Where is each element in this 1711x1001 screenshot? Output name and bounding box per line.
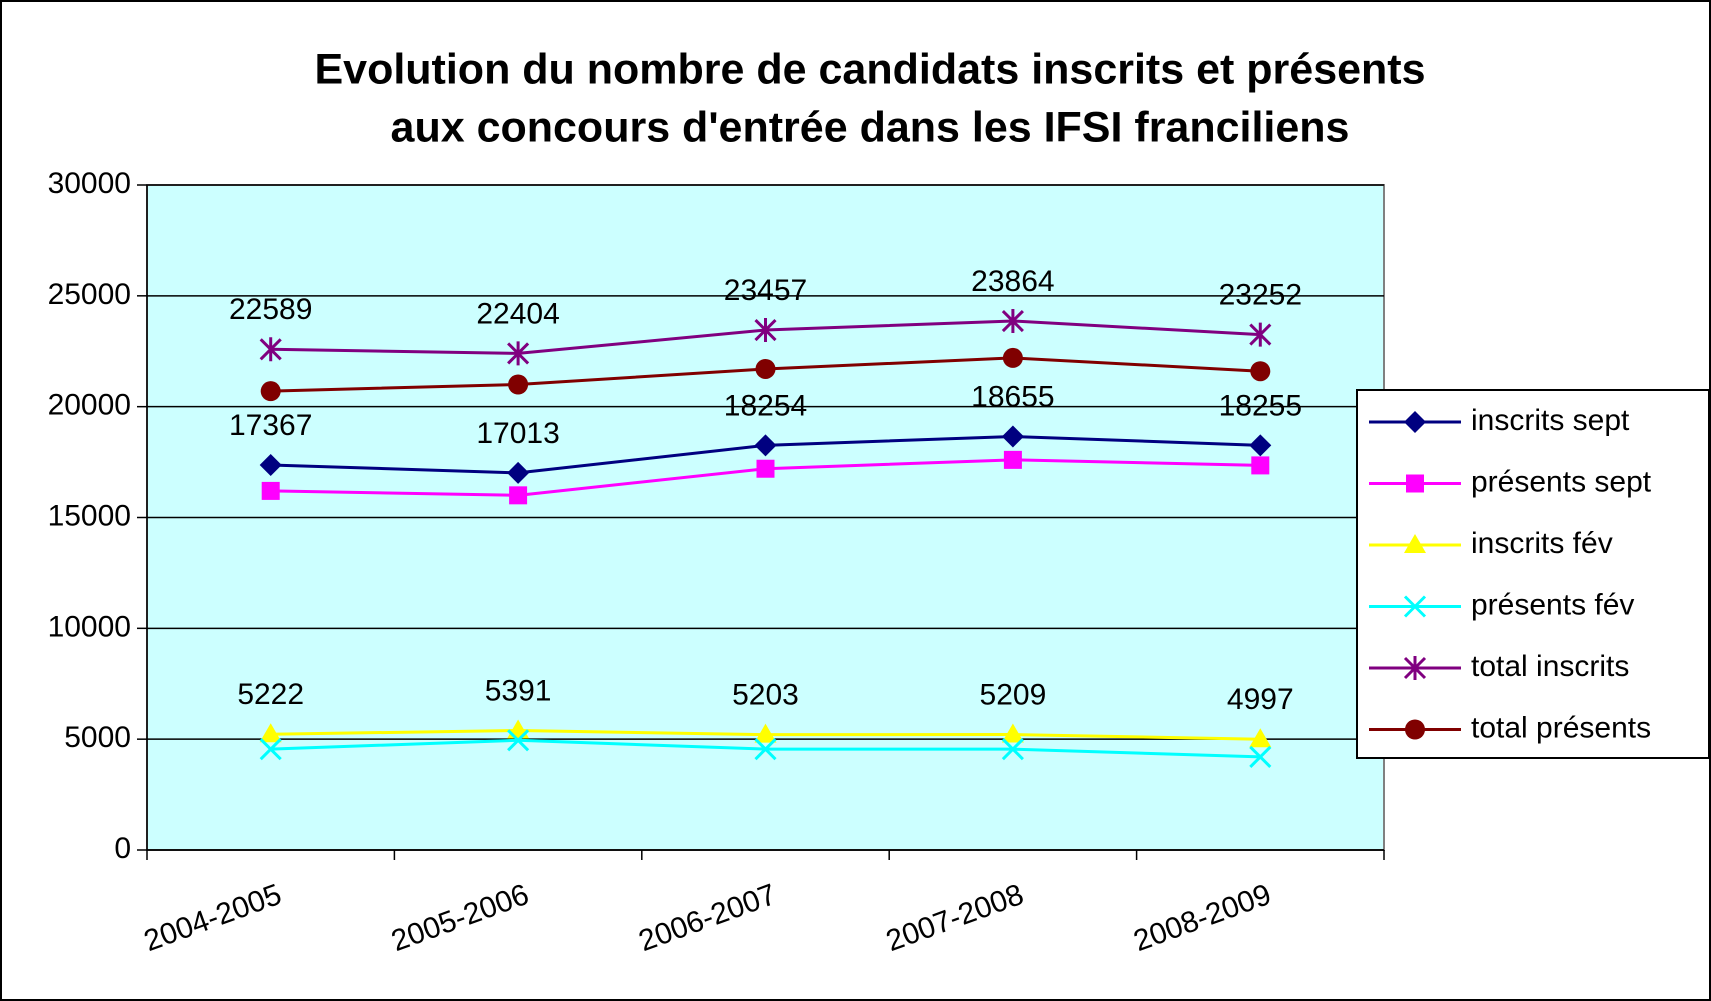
marker xyxy=(1251,456,1270,475)
data-label: 23252 xyxy=(1219,279,1302,312)
marker xyxy=(509,486,528,505)
marker xyxy=(1249,434,1272,457)
chart-title: Evolution du nombre de candidats inscrit… xyxy=(314,45,1425,93)
marker xyxy=(1249,745,1272,768)
marker xyxy=(1001,425,1024,448)
marker xyxy=(1003,450,1022,469)
marker xyxy=(755,358,776,379)
data-label: 22589 xyxy=(229,293,312,326)
legend-label: inscrits fév xyxy=(1471,527,1613,560)
y-tick-label: 10000 xyxy=(48,610,131,643)
data-label: 17013 xyxy=(476,417,559,450)
marker xyxy=(261,481,280,500)
marker xyxy=(754,434,777,457)
legend-label: total présents xyxy=(1471,711,1651,744)
data-label: 5209 xyxy=(980,678,1047,711)
y-tick-label: 15000 xyxy=(48,499,131,532)
legend-label: présents sept xyxy=(1471,465,1652,498)
data-label: 22404 xyxy=(476,297,559,330)
marker xyxy=(507,729,530,752)
data-label: 18655 xyxy=(971,380,1054,413)
marker xyxy=(1406,474,1424,493)
data-label: 5222 xyxy=(237,678,304,711)
y-tick-label: 20000 xyxy=(48,389,131,422)
data-label: 23457 xyxy=(724,274,807,307)
marker xyxy=(259,337,282,362)
marker xyxy=(754,318,777,343)
marker xyxy=(754,738,777,761)
marker xyxy=(259,723,282,743)
legend-label: inscrits sept xyxy=(1471,404,1630,437)
marker xyxy=(1403,595,1427,618)
marker xyxy=(1001,309,1024,334)
data-label: 17367 xyxy=(229,409,312,442)
marker xyxy=(1404,411,1426,433)
marker xyxy=(1249,322,1272,347)
marker xyxy=(508,374,529,395)
marker xyxy=(756,459,775,478)
data-label: 4997 xyxy=(1227,683,1294,716)
data-label: 23864 xyxy=(971,265,1054,298)
marker xyxy=(1404,534,1426,553)
marker xyxy=(1001,738,1024,761)
legend-label: total inscrits xyxy=(1471,650,1629,683)
data-label: 5391 xyxy=(485,674,552,707)
marker xyxy=(754,723,777,743)
legend-label: présents fév xyxy=(1471,588,1634,621)
marker xyxy=(260,381,281,402)
y-tick-label: 0 xyxy=(114,832,131,865)
y-tick-label: 30000 xyxy=(48,167,131,200)
legend-box xyxy=(1356,389,1710,759)
chart-subtitle: aux concours d'entrée dans les IFSI fran… xyxy=(391,103,1350,151)
data-label: 18255 xyxy=(1219,389,1302,422)
data-label: 5203 xyxy=(732,679,799,712)
marker xyxy=(1250,361,1271,382)
y-tick-label: 25000 xyxy=(48,278,131,311)
marker xyxy=(1001,723,1024,743)
marker xyxy=(1403,656,1427,680)
marker xyxy=(1249,728,1272,748)
marker xyxy=(1002,347,1023,368)
data-label: 18254 xyxy=(724,389,807,422)
y-tick-label: 5000 xyxy=(64,721,131,754)
marker xyxy=(259,738,282,761)
marker xyxy=(507,341,530,366)
marker xyxy=(507,461,530,484)
marker xyxy=(1405,719,1425,740)
marker xyxy=(259,454,282,477)
